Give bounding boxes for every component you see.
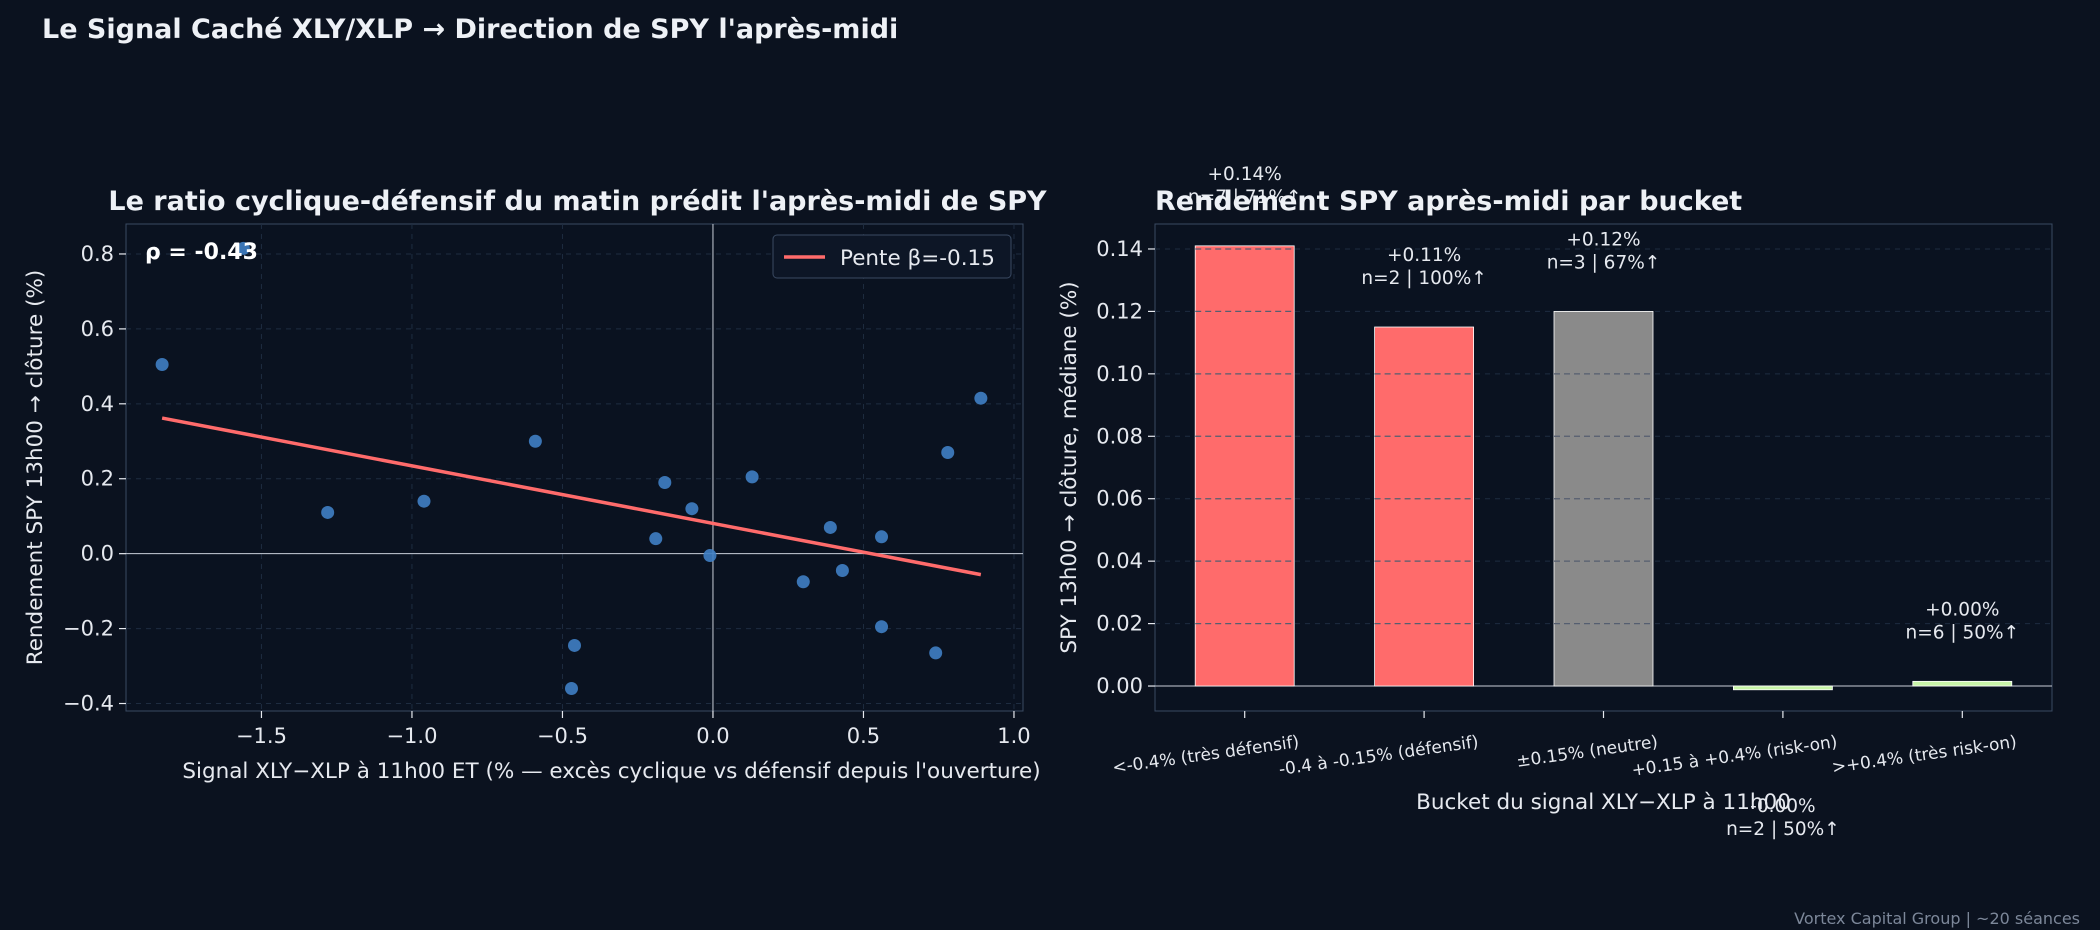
x-tick-label: 0.5: [847, 724, 880, 748]
x-tick-label: −0.5: [537, 724, 588, 748]
bar-value-label: +0.11%: [1387, 245, 1461, 266]
scatter-point: [685, 502, 699, 516]
scatter-point: [236, 241, 250, 255]
scatter-x-axis-label: Signal XLY−XLP à 11h00 ET (% — excès cyc…: [182, 759, 1040, 784]
x-tick-label: +0.15 à +0.4% (risk-on): [1630, 732, 1838, 781]
scatter-point: [155, 357, 169, 371]
y-tick-label: 0.12: [1096, 299, 1143, 323]
scatter-point: [528, 434, 542, 448]
bar-stats-label: n=2 | 50%↑: [1726, 819, 1840, 840]
x-tick-label: 0.0: [696, 724, 729, 748]
y-tick-label: 0.14: [1096, 237, 1143, 261]
bar-stats-label: n=7 | 71%↑: [1188, 187, 1302, 208]
y-tick-label: −0.4: [63, 692, 114, 716]
x-tick-label: −1.5: [236, 724, 287, 748]
x-tick-label: <-0.4% (très défensif): [1111, 732, 1300, 778]
y-tick-label: 0.10: [1096, 362, 1143, 386]
scatter-plot-area: [125, 223, 1024, 712]
scatter-point: [568, 638, 581, 652]
bar: [1374, 326, 1474, 687]
scatter-point: [875, 530, 889, 544]
y-tick-label: 0.0: [81, 542, 114, 566]
y-tick-label: 0.00: [1096, 674, 1143, 698]
scatter-legend: Pente β=-0.15: [772, 234, 1012, 279]
bar-labels: +0.14%n=7 | 71%↑+0.11%n=2 | 100%↑+0.12%n…: [1188, 164, 2019, 840]
scatter-point: [658, 475, 672, 489]
legend-box: [772, 234, 1012, 279]
scatter-point: [321, 505, 335, 519]
scatter-point: [929, 646, 943, 660]
regression-line: [161, 416, 982, 577]
scatter-point: [703, 549, 717, 563]
bar-y-axis-label: SPY 13h00 → clôture, médiane (%): [1057, 281, 1082, 653]
bar: [1194, 245, 1295, 687]
y-tick-label: 0.4: [81, 392, 114, 416]
bar-x-axis-label: Bucket du signal XLY−XLP à 11h00: [1416, 790, 1791, 815]
y-tick-label: 0.08: [1096, 424, 1143, 448]
x-tick-label: >+0.4% (très risk-on): [1831, 732, 2018, 778]
correlation-annotation: ρ = -0.43: [145, 240, 258, 265]
bar: [1912, 680, 2013, 687]
y-tick-label: 0.6: [81, 317, 114, 341]
bar-value-label: +0.14%: [1208, 164, 1282, 185]
footer-credit: Vortex Capital Group | ~20 séances: [1794, 909, 2080, 928]
scatter-point: [875, 620, 889, 634]
scatter-title: Le ratio cyclique-défensif du matin préd…: [108, 186, 1047, 217]
page-title: Le Signal Caché XLY/XLP → Direction de S…: [42, 14, 899, 45]
bar: [1733, 685, 1833, 691]
scatter-point: [796, 575, 810, 589]
bars: [1194, 245, 2013, 691]
scatter-point: [745, 470, 759, 484]
y-tick-label: 0.04: [1096, 549, 1143, 573]
scatter-chart: −1.5 −1.0 −0.5 0.0 0.5 1.0 −0.4 −0.2 0.0 0.2 0.4 0.…: [23, 186, 1047, 784]
scatter-point: [941, 446, 955, 460]
bar-chart: 0.00 0.02 0.04 0.06 0.08 0.10 0.12 0.14 <-0.4% (…: [1057, 164, 2053, 840]
bar-value-label: -0.00%: [1750, 796, 1815, 817]
legend-label: Pente β=-0.15: [840, 246, 995, 271]
y-tick-label: 0.06: [1096, 487, 1143, 511]
bar-stats-label: n=2 | 100%↑: [1361, 268, 1486, 289]
scatter-points: [155, 241, 988, 696]
y-tick-label: 0.02: [1096, 612, 1143, 636]
x-tick-label: −1.0: [386, 724, 437, 748]
bar-stats-label: n=3 | 67%↑: [1547, 252, 1661, 273]
scatter-ticks: −1.5 −1.0 −0.5 0.0 0.5 1.0 −0.4 −0.2 0.0 0.2 0.4 0.…: [63, 242, 1031, 748]
scatter-point: [649, 532, 663, 546]
scatter-point: [417, 494, 431, 508]
scatter-point: [823, 520, 837, 534]
y-tick-label: 0.8: [81, 242, 114, 266]
y-tick-label: −0.2: [63, 617, 114, 641]
x-tick-label: 1.0: [997, 724, 1030, 748]
scatter-point: [564, 682, 578, 696]
bar-value-label: +0.12%: [1566, 229, 1640, 250]
bar-value-label: +0.00%: [1925, 599, 1999, 620]
scatter-point: [974, 391, 988, 405]
bar-title: Rendement SPY après-midi par bucket: [1155, 186, 1742, 217]
bar-stats-label: n=6 | 50%↑: [1905, 622, 2019, 643]
x-tick-label: -0.4 à -0.15% (défensif): [1278, 732, 1480, 780]
y-tick-label: 0.2: [81, 467, 114, 491]
scatter-y-axis-label: Rendement SPY 13h00 → clôture (%): [23, 270, 48, 666]
scatter-point: [835, 564, 849, 578]
